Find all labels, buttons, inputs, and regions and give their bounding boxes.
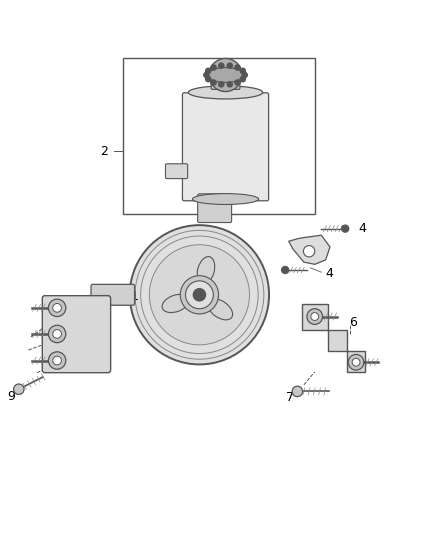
Circle shape bbox=[53, 329, 61, 338]
Ellipse shape bbox=[197, 256, 215, 284]
Circle shape bbox=[53, 356, 61, 365]
Circle shape bbox=[219, 63, 224, 68]
Text: 4: 4 bbox=[325, 267, 333, 280]
Circle shape bbox=[227, 82, 233, 87]
Circle shape bbox=[48, 325, 66, 343]
Circle shape bbox=[352, 358, 360, 366]
Circle shape bbox=[240, 68, 245, 74]
Circle shape bbox=[204, 72, 209, 78]
Text: 4: 4 bbox=[359, 222, 367, 235]
Circle shape bbox=[282, 266, 289, 273]
FancyBboxPatch shape bbox=[42, 296, 111, 373]
Circle shape bbox=[219, 82, 224, 87]
Ellipse shape bbox=[207, 68, 244, 83]
FancyBboxPatch shape bbox=[183, 93, 268, 201]
Circle shape bbox=[149, 245, 250, 345]
Circle shape bbox=[53, 303, 61, 312]
Circle shape bbox=[292, 386, 303, 397]
Circle shape bbox=[206, 77, 211, 82]
Text: 6: 6 bbox=[349, 316, 357, 329]
Circle shape bbox=[48, 299, 66, 317]
Circle shape bbox=[206, 68, 211, 74]
Bar bbox=[123, 58, 315, 214]
Circle shape bbox=[227, 63, 233, 68]
Text: 8: 8 bbox=[74, 356, 81, 369]
Circle shape bbox=[235, 65, 240, 70]
Circle shape bbox=[185, 281, 213, 309]
Ellipse shape bbox=[208, 298, 233, 320]
Polygon shape bbox=[302, 304, 365, 372]
Circle shape bbox=[211, 80, 216, 85]
FancyBboxPatch shape bbox=[211, 76, 240, 90]
Circle shape bbox=[14, 384, 24, 394]
Ellipse shape bbox=[192, 193, 258, 205]
Circle shape bbox=[130, 225, 269, 365]
Circle shape bbox=[242, 72, 247, 78]
Circle shape bbox=[209, 59, 242, 92]
Circle shape bbox=[235, 80, 240, 85]
FancyBboxPatch shape bbox=[166, 164, 187, 179]
Text: 9: 9 bbox=[7, 390, 15, 403]
FancyBboxPatch shape bbox=[91, 284, 134, 305]
Circle shape bbox=[48, 352, 66, 369]
Circle shape bbox=[307, 309, 322, 325]
Circle shape bbox=[304, 246, 315, 257]
Circle shape bbox=[342, 225, 349, 232]
Text: 2: 2 bbox=[100, 144, 108, 158]
Circle shape bbox=[348, 354, 364, 370]
Text: 1: 1 bbox=[130, 289, 138, 303]
Text: 7: 7 bbox=[286, 391, 294, 405]
Ellipse shape bbox=[188, 86, 263, 99]
FancyBboxPatch shape bbox=[198, 194, 232, 223]
Polygon shape bbox=[289, 235, 330, 264]
Circle shape bbox=[211, 65, 216, 70]
Circle shape bbox=[311, 313, 319, 320]
Circle shape bbox=[193, 289, 205, 301]
Circle shape bbox=[180, 276, 219, 314]
Text: 3: 3 bbox=[204, 71, 212, 84]
Ellipse shape bbox=[162, 294, 189, 312]
Circle shape bbox=[240, 77, 245, 82]
